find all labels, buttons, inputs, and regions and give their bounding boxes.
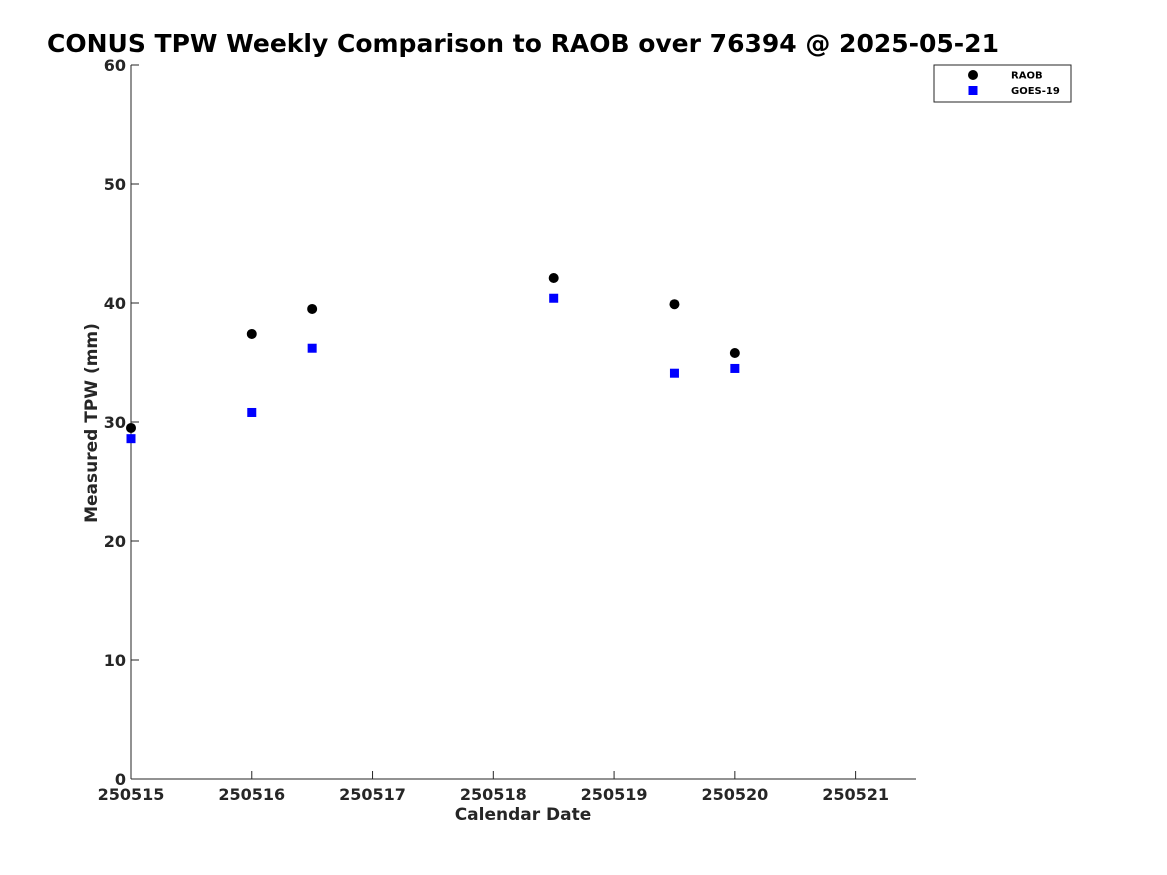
y-axis-label: Measured TPW (mm) — [82, 323, 102, 523]
plot-axes — [130, 65, 916, 780]
goes-19-point — [669, 368, 679, 378]
legend-marker-goes-19 — [968, 86, 978, 95]
data-points — [126, 273, 740, 444]
y-tick-label: 20 — [104, 532, 126, 551]
raob-point — [729, 347, 740, 358]
x-axis-label: Calendar Date — [455, 805, 592, 825]
raob-point — [126, 422, 136, 433]
x-tick-label: 250519 — [581, 785, 648, 804]
x-tick-label: 250521 — [822, 785, 889, 804]
legend-box — [933, 64, 1072, 103]
x-tick-label: 250515 — [98, 785, 165, 804]
y-axis-ticks: 0 10 20 30 40 50 60 — [104, 56, 139, 789]
chart-title: CONUS TPW Weekly Comparison to RAOB over… — [47, 29, 999, 58]
raob-point — [307, 303, 318, 314]
x-tick-label: 250520 — [701, 785, 768, 804]
y-tick-label: 40 — [104, 294, 126, 313]
goes-19-point — [126, 434, 136, 444]
y-tick-label: 0 — [115, 770, 126, 789]
y-tick-label: 60 — [104, 56, 126, 75]
raob-point — [669, 299, 680, 310]
raob-point — [246, 328, 257, 339]
x-tick-label: 250518 — [460, 785, 527, 804]
legend-marker-raob — [968, 70, 978, 80]
x-axis-ticks: 250515 250516 250517 250518 250519 250520 2505… — [98, 771, 889, 804]
legend: RAOB GOES-19 — [933, 64, 1072, 103]
goes-19-point — [730, 363, 740, 373]
series-raob — [126, 273, 740, 433]
x-tick-label: 250516 — [218, 785, 285, 804]
y-tick-label: 10 — [104, 651, 126, 670]
goes-19-point — [549, 293, 559, 303]
y-tick-label: 50 — [104, 175, 126, 194]
y-tick-label: 30 — [104, 413, 126, 432]
series-goes-19 — [126, 293, 740, 444]
x-tick-label: 250517 — [339, 785, 406, 804]
goes-19-point — [307, 343, 317, 353]
legend-label-raob: RAOB — [1011, 71, 1043, 82]
legend-items: RAOB GOES-19 — [968, 70, 1060, 97]
legend-label-goes-19: GOES-19 — [1011, 86, 1060, 97]
raob-point — [548, 273, 559, 284]
goes-19-point — [247, 407, 257, 417]
